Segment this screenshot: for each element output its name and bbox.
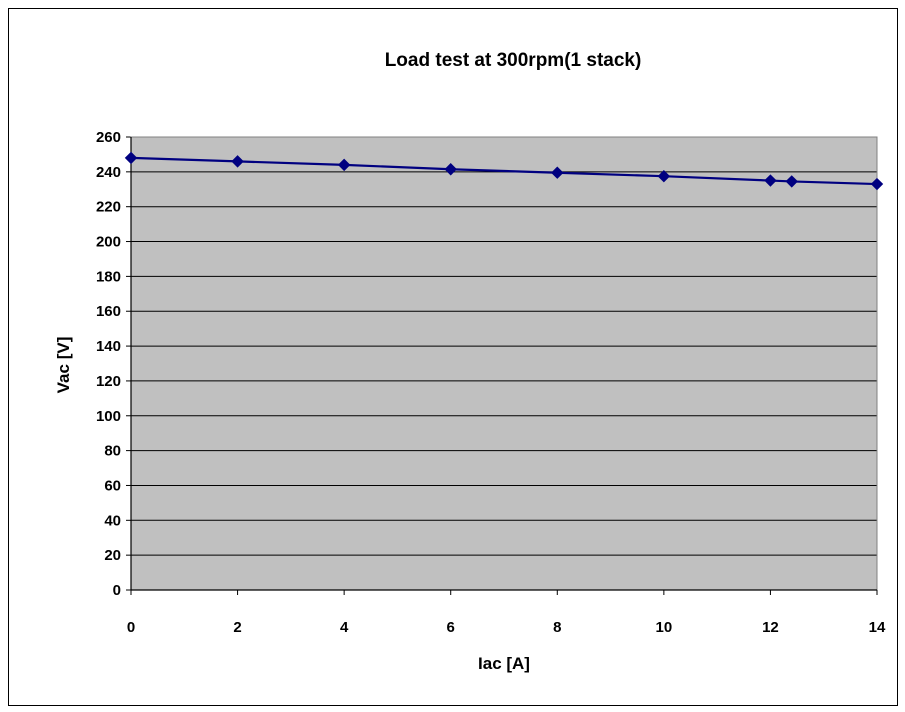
y-tick-label: 260 <box>96 129 121 146</box>
y-tick-label: 140 <box>96 338 121 355</box>
x-tick-label: 14 <box>869 619 886 636</box>
data-point <box>764 174 777 187</box>
x-tick-label: 2 <box>233 619 241 636</box>
x-axis-title: Iac [A] <box>478 654 530 673</box>
data-point <box>124 151 138 165</box>
y-tick-label: 220 <box>96 199 121 216</box>
plot-area: 0 20 40 60 80 100 120 140 160 180 200 220 240 260 0 2 4 6… <box>96 129 886 636</box>
data-point <box>444 163 457 176</box>
x-tick-label: 12 <box>762 619 779 636</box>
y-tick-label: 240 <box>96 164 121 181</box>
y-tick-label: 100 <box>96 408 121 425</box>
y-tick-label: 180 <box>96 268 121 285</box>
data-point <box>870 177 884 191</box>
y-tick-label: 120 <box>96 373 121 390</box>
y-axis-title: Vac [V] <box>54 337 73 394</box>
data-point <box>657 169 671 183</box>
x-tick-label: 10 <box>656 619 673 636</box>
chart-title: Load test at 300rpm(1 stack) <box>385 50 642 71</box>
y-tick-label: 200 <box>96 234 121 251</box>
data-point <box>337 158 351 172</box>
y-tick-label: 80 <box>104 443 121 460</box>
y-tick-label: 60 <box>104 477 121 494</box>
x-tick-label: 6 <box>447 619 455 636</box>
data-point <box>231 155 244 168</box>
data-point <box>551 166 564 179</box>
x-tick-label: 8 <box>553 619 561 636</box>
x-tick-label: 0 <box>127 619 135 636</box>
y-tick-label: 20 <box>104 547 121 564</box>
y-tick-label: 0 <box>113 582 121 599</box>
y-tick-label: 160 <box>96 303 121 320</box>
x-tick-label: 4 <box>340 619 349 636</box>
data-point <box>785 175 798 188</box>
plot-background <box>131 137 877 590</box>
y-tick-label: 40 <box>104 512 121 529</box>
